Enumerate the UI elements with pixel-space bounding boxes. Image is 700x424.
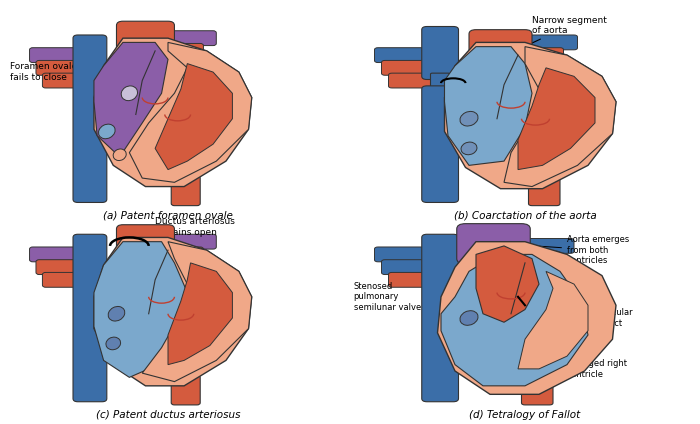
Polygon shape [518,271,588,369]
FancyBboxPatch shape [164,31,216,46]
Polygon shape [142,242,252,382]
FancyBboxPatch shape [164,234,216,249]
Text: Ductus arteriosus
remains open: Ductus arteriosus remains open [140,217,235,240]
Ellipse shape [113,149,126,161]
Text: Enlarged right
ventricle: Enlarged right ventricle [567,350,627,379]
Polygon shape [476,246,539,322]
FancyBboxPatch shape [172,375,200,405]
Ellipse shape [108,307,125,321]
FancyBboxPatch shape [518,238,574,254]
FancyBboxPatch shape [164,247,204,262]
FancyBboxPatch shape [522,61,556,75]
FancyBboxPatch shape [29,247,81,262]
Ellipse shape [461,142,477,155]
Polygon shape [155,64,232,170]
Polygon shape [504,47,616,187]
FancyBboxPatch shape [73,35,107,203]
FancyBboxPatch shape [522,35,578,50]
Text: Aorta emerges
from both
ventricles: Aorta emerges from both ventricles [508,235,629,265]
FancyBboxPatch shape [116,21,174,55]
FancyBboxPatch shape [430,73,449,92]
FancyBboxPatch shape [518,251,560,266]
Polygon shape [130,42,252,182]
Polygon shape [94,38,252,187]
Polygon shape [168,263,232,365]
Text: Stenosed
pulmonary
semilunar valve: Stenosed pulmonary semilunar valve [354,282,486,312]
FancyBboxPatch shape [374,48,430,63]
Text: (a) Patent foramen ovale: (a) Patent foramen ovale [103,210,233,220]
Polygon shape [441,254,588,386]
FancyBboxPatch shape [469,30,532,59]
Text: Foramen ovale
fails to close: Foramen ovale fails to close [10,62,125,91]
FancyBboxPatch shape [36,259,81,275]
FancyBboxPatch shape [518,264,553,279]
Polygon shape [438,242,616,394]
Polygon shape [94,237,252,386]
Ellipse shape [460,311,478,325]
Text: (c) Patent ductus arteriosus: (c) Patent ductus arteriosus [96,410,240,420]
FancyBboxPatch shape [421,234,458,402]
Polygon shape [94,42,168,157]
FancyBboxPatch shape [164,44,204,59]
FancyBboxPatch shape [528,178,560,206]
Ellipse shape [99,124,115,139]
Polygon shape [444,47,532,165]
Ellipse shape [460,112,478,126]
FancyBboxPatch shape [73,234,107,402]
FancyBboxPatch shape [43,73,81,88]
FancyBboxPatch shape [116,225,174,259]
FancyBboxPatch shape [522,48,564,63]
Text: (d) Tetralogy of Fallot: (d) Tetralogy of Fallot [470,410,580,420]
Ellipse shape [121,86,137,100]
Polygon shape [444,42,616,189]
Polygon shape [94,242,188,377]
FancyBboxPatch shape [389,73,430,88]
FancyBboxPatch shape [164,259,197,275]
FancyBboxPatch shape [29,48,81,63]
FancyBboxPatch shape [382,61,430,75]
Text: (b) Coarctation of the aorta: (b) Coarctation of the aorta [454,210,596,220]
FancyBboxPatch shape [421,86,458,203]
FancyBboxPatch shape [421,26,458,80]
FancyBboxPatch shape [164,56,197,71]
FancyBboxPatch shape [374,247,430,262]
Text: Interventricular
septal defect: Interventricular septal defect [525,301,633,328]
Ellipse shape [106,337,120,350]
FancyBboxPatch shape [43,272,81,287]
FancyBboxPatch shape [522,384,553,405]
FancyBboxPatch shape [389,272,430,287]
FancyBboxPatch shape [172,176,200,206]
FancyBboxPatch shape [382,259,430,275]
Polygon shape [518,68,595,170]
FancyBboxPatch shape [456,224,531,264]
Text: Narrow segment
of aorta: Narrow segment of aorta [457,16,607,78]
FancyBboxPatch shape [36,61,81,75]
